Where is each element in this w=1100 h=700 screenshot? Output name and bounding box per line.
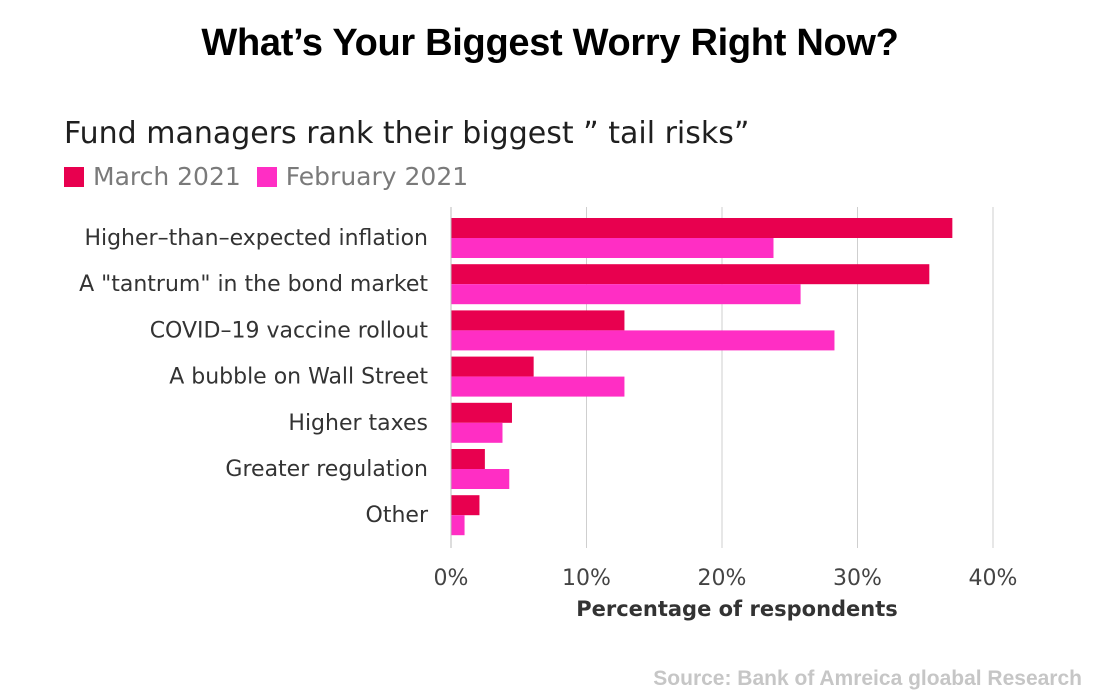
bar-february-2021: [451, 330, 835, 351]
source-note: Source: Bank of Amreica gloabal Research: [653, 667, 1082, 690]
x-tick-label: 0%: [434, 566, 469, 591]
y-category-label: Higher–than–expected inflation: [84, 226, 428, 251]
y-category-label: A "tantrum" in the bond market: [79, 272, 428, 297]
bar-february-2021: [451, 238, 774, 258]
y-category-label: Higher taxes: [288, 411, 428, 436]
y-category-label: Greater regulation: [225, 457, 428, 482]
bar-march-2021: [451, 356, 534, 377]
legend-item-march-2021: March 2021: [64, 162, 241, 191]
chart-title: Fund managers rank their biggest ” tail …: [64, 116, 750, 151]
chart-headline: What’s Your Biggest Worry Right Now?: [201, 22, 899, 64]
x-tick-label: 20%: [698, 566, 747, 591]
bar-chart: 0% 10% 20% 30% 40% Higher–than–expected infla…: [79, 207, 1018, 621]
bar-february-2021: [451, 515, 465, 536]
bar-march-2021: [451, 449, 485, 469]
bar-march-2021: [451, 218, 953, 238]
y-category-label: COVID–19 vaccine rollout: [150, 318, 429, 343]
legend-label-march-2021: March 2021: [93, 162, 241, 191]
bar-february-2021: [451, 422, 503, 443]
bar-february-2021: [451, 469, 510, 489]
y-category-label: A bubble on Wall Street: [169, 365, 428, 390]
legend-swatch-february-2021: [256, 166, 277, 187]
legend: March 2021 February 2021: [64, 162, 484, 191]
y-category-label: Other: [366, 503, 429, 528]
bar-march-2021: [451, 264, 930, 285]
bar-march-2021: [451, 495, 480, 516]
x-tick-label: 40%: [969, 566, 1018, 591]
legend-swatch-march-2021: [64, 166, 84, 187]
legend-item-february-2021: February 2021: [256, 162, 469, 191]
bar-march-2021: [451, 310, 625, 331]
bar-february-2021: [451, 376, 625, 397]
x-axis-label: Percentage of respondents: [576, 597, 898, 621]
legend-label-february-2021: February 2021: [285, 162, 469, 191]
x-tick-label: 10%: [562, 566, 611, 591]
x-tick-label: 30%: [833, 566, 882, 591]
bar-february-2021: [451, 284, 801, 305]
bar-march-2021: [451, 402, 512, 423]
